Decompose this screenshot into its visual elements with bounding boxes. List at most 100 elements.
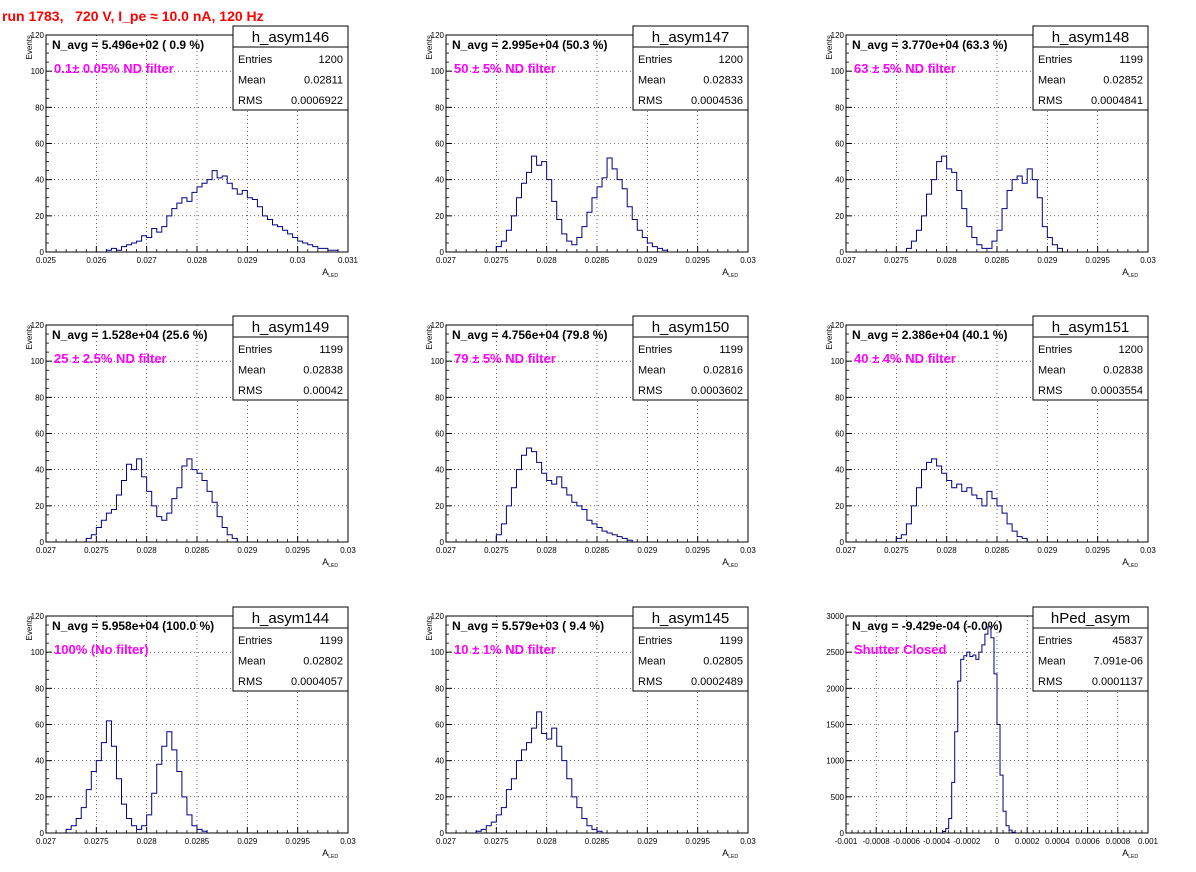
x-tick-label: 0.0295 (1085, 546, 1110, 555)
x-axis-label-subscript: LED (328, 854, 338, 860)
histogram-panel: 0.025 0.026 0.027 0.028 0.029 0.03 0.031 0 20 40 6… (25, 25, 359, 279)
histogram-bin (911, 241, 916, 252)
x-tick-label: -0.0008 (863, 837, 891, 846)
x-axis-label: ALED (322, 557, 338, 569)
histogram-bin (612, 535, 617, 542)
histogram-bin (182, 198, 187, 252)
stats-rms-label: RMS (238, 385, 262, 397)
histogram-bin (222, 528, 227, 542)
x-tick-label: 0.0275 (84, 837, 109, 846)
histogram-name: h_asym149 (252, 319, 330, 336)
histogram-bin (96, 528, 101, 542)
y-tick-label: 0 (440, 829, 445, 838)
histogram-line (942, 626, 1016, 833)
histogram-bin (896, 538, 901, 542)
histogram-bin (962, 209, 967, 252)
histogram-bin (617, 180, 622, 252)
y-tick-label: 120 (431, 31, 445, 40)
stats-entries-value: 1200 (719, 54, 743, 66)
x-axis-label: ALED (1122, 557, 1138, 569)
filter-label: 100% (No filter) (54, 642, 149, 657)
stats-rms-value: 0.0004057 (291, 676, 343, 688)
histogram-bin (172, 209, 177, 252)
histogram-bin (942, 156, 947, 252)
histogram-bin (537, 462, 542, 542)
x-tick-label: 0.03 (340, 546, 356, 555)
navg-annotation: N_avg = 2.386e+04 (40.1 %) (852, 328, 1007, 342)
page-title: run 1783, 720 V, I_pe ≈ 10.0 nA, 120 Hz (2, 8, 264, 24)
histogram-bin (602, 531, 607, 542)
histogram-bin (81, 808, 86, 833)
histogram-bin (622, 538, 627, 542)
x-tick-label: 0.027 (836, 546, 857, 555)
stats-entries-value: 45837 (1112, 635, 1143, 647)
histogram-bin (142, 236, 147, 252)
histogram-bin (496, 535, 501, 542)
histogram-bin (562, 761, 567, 833)
histogram-bin (116, 495, 121, 542)
histogram-bin (257, 207, 262, 252)
histogram-bin (506, 230, 511, 252)
histogram-bin (964, 656, 967, 833)
histogram-bin (527, 448, 532, 542)
histogram-bin (182, 797, 187, 833)
histogram-bin (298, 241, 303, 252)
histogram-bin (532, 452, 537, 542)
histogram-panel: 0.027 0.0275 0.028 0.0285 0.029 0.0295 0.03 0 20… (25, 315, 356, 569)
histogram-bin (111, 248, 116, 252)
histogram-bin (567, 779, 572, 833)
y-tick-label: 3000 (826, 612, 844, 621)
x-tick-label: 0.0295 (285, 837, 310, 846)
histogram-name: hPed_asym (1051, 610, 1130, 627)
x-tick-label: 0.027 (836, 256, 857, 265)
y-tick-label: 60 (435, 140, 444, 149)
histogram-bin (982, 645, 985, 833)
x-tick-label: 0.027 (436, 546, 457, 555)
stats-entries-label: Entries (238, 635, 273, 647)
histogram-bin (557, 746, 562, 833)
histogram-bin (212, 502, 217, 542)
stats-entries-value: 1199 (319, 344, 343, 356)
navg-annotation: N_avg = 5.958e+04 (100.0 %) (52, 619, 214, 633)
y-tick-label: 60 (35, 430, 44, 439)
x-tick-label: 0.03 (340, 837, 356, 846)
histogram-bin (527, 743, 532, 833)
histogram-bin (516, 198, 521, 252)
histogram-bin (622, 189, 627, 252)
histogram-bin (537, 712, 542, 833)
stats-mean-label: Mean (638, 75, 666, 87)
x-tick-label: 0.0285 (585, 837, 610, 846)
histogram-name: h_asym146 (252, 29, 330, 46)
y-tick-label: 80 (435, 393, 444, 402)
histogram-bin (987, 491, 992, 542)
histogram-panel: 0.027 0.0275 0.028 0.0285 0.029 0.0295 0.03 0 20… (425, 315, 756, 569)
histogram-bin (116, 779, 121, 833)
x-tick-label: 0.027 (36, 837, 57, 846)
histogram-bin (972, 238, 977, 252)
stats-rms-label: RMS (238, 95, 262, 107)
x-axis-label: ALED (722, 267, 738, 279)
histogram-bin (947, 481, 952, 542)
histogram-bin (657, 248, 662, 252)
y-tick-label: 40 (835, 176, 844, 185)
histogram-bin (111, 746, 116, 833)
histogram-bin (612, 169, 617, 252)
histogram-bin (582, 509, 587, 542)
x-tick-label: 0.026 (86, 256, 107, 265)
histogram-bin (1017, 537, 1022, 542)
histogram-bin (916, 230, 921, 252)
stats-rms-value: 0.0003602 (691, 385, 743, 397)
histogram-bin (922, 470, 927, 542)
histogram-bin (172, 750, 177, 833)
histogram-bin (247, 198, 252, 252)
histogram-bin (542, 473, 547, 542)
histogram-line (65, 720, 208, 833)
y-tick-label: 0 (40, 248, 45, 257)
histogram-bin (557, 477, 562, 542)
histogram-bin (486, 826, 491, 833)
x-tick-label: 0.0295 (685, 546, 710, 555)
stats-rms-label: RMS (1038, 676, 1062, 688)
histogram-bin (972, 495, 977, 542)
histogram-bin (167, 732, 172, 833)
histogram-bin (197, 473, 202, 542)
